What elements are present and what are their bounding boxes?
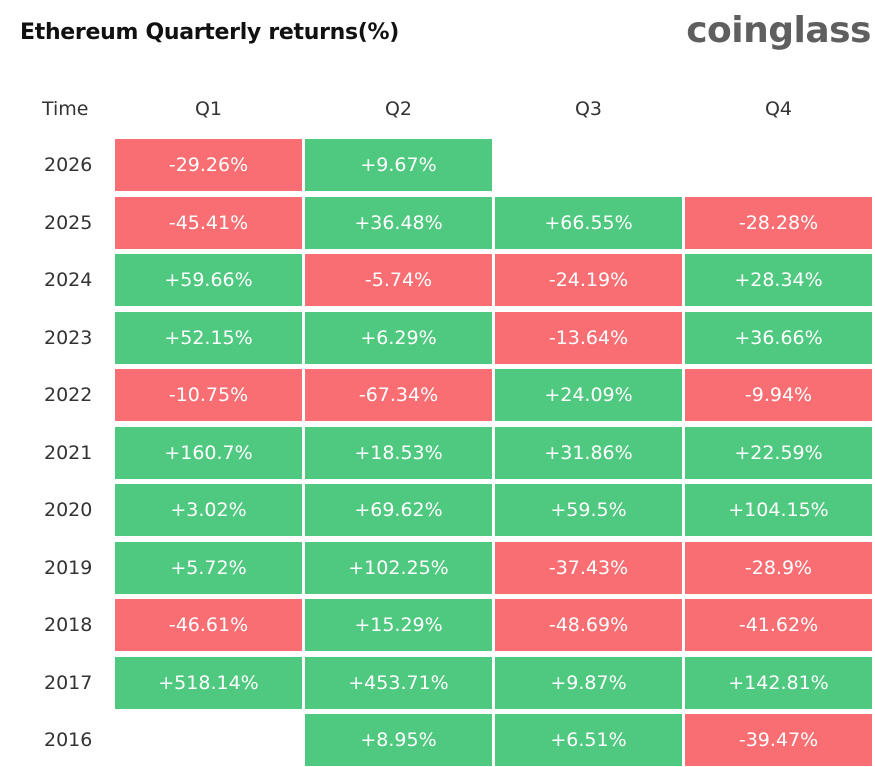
header-q1: Q1 <box>194 98 223 120</box>
return-cell: -48.69% <box>495 599 682 651</box>
return-cell: -45.41% <box>115 196 302 249</box>
return-cell: +36.66% <box>685 311 872 364</box>
return-cell: +9.87% <box>495 656 682 709</box>
brand-logo: coinglass <box>686 10 871 51</box>
return-cell: -9.94% <box>685 369 872 421</box>
return-cell: -29.26% <box>115 139 302 191</box>
return-cell: -28.28% <box>685 196 872 249</box>
year-label: 2019 <box>44 556 93 579</box>
return-cell: +453.71% <box>305 656 492 709</box>
year-label: 2024 <box>44 269 93 291</box>
return-cell: -41.62% <box>685 599 872 651</box>
return-cell: +59.66% <box>115 254 302 306</box>
year-label: 2025 <box>44 211 93 234</box>
return-cell: +22.59% <box>685 426 872 479</box>
header-q3: Q3 <box>574 98 603 120</box>
header-time: Time <box>42 98 89 120</box>
return-cell: +66.55% <box>495 196 682 249</box>
return-cell: -39.47% <box>685 714 872 766</box>
header-q2: Q2 <box>384 98 413 120</box>
year-label: 2023 <box>44 326 93 349</box>
return-cell: -37.43% <box>495 541 682 594</box>
return-cell: -10.75% <box>115 369 302 421</box>
return-cell: +6.29% <box>305 311 492 364</box>
return-cell: +142.81% <box>685 656 872 709</box>
return-cell: -28.9% <box>685 541 872 594</box>
return-cell: +15.29% <box>305 599 492 651</box>
year-label: 2026 <box>44 154 93 176</box>
return-cell: -67.34% <box>305 369 492 421</box>
chart-title: Ethereum Quarterly returns(%) <box>20 20 400 45</box>
return-cell: -13.64% <box>495 311 682 364</box>
return-cell: +5.72% <box>115 541 302 594</box>
return-cell: +3.02% <box>115 484 302 536</box>
return-cell: +31.86% <box>495 426 682 479</box>
year-label: 2021 <box>44 441 93 464</box>
return-cell: +9.67% <box>305 139 492 191</box>
return-cell: +36.48% <box>305 196 492 249</box>
return-cell: -5.74% <box>305 254 492 306</box>
return-cell: +52.15% <box>115 311 302 364</box>
year-label: 2016 <box>44 729 93 751</box>
return-cell: +104.15% <box>685 484 872 536</box>
return-cell: +69.62% <box>305 484 492 536</box>
header-q4: Q4 <box>764 98 793 120</box>
return-cell: +518.14% <box>115 656 302 709</box>
return-cell: +24.09% <box>495 369 682 421</box>
year-label: 2017 <box>44 671 93 694</box>
return-cell: -46.61% <box>115 599 302 651</box>
return-cell: +59.5% <box>495 484 682 536</box>
return-cell: +18.53% <box>305 426 492 479</box>
return-cell: +160.7% <box>115 426 302 479</box>
return-cell: +102.25% <box>305 541 492 594</box>
year-label: 2020 <box>44 499 93 521</box>
return-cell: +28.34% <box>685 254 872 306</box>
year-label: 2018 <box>44 614 93 636</box>
year-label: 2022 <box>44 384 93 406</box>
return-cell: -24.19% <box>495 254 682 306</box>
return-cell: +6.51% <box>495 714 682 766</box>
return-cell: +8.95% <box>305 714 492 766</box>
